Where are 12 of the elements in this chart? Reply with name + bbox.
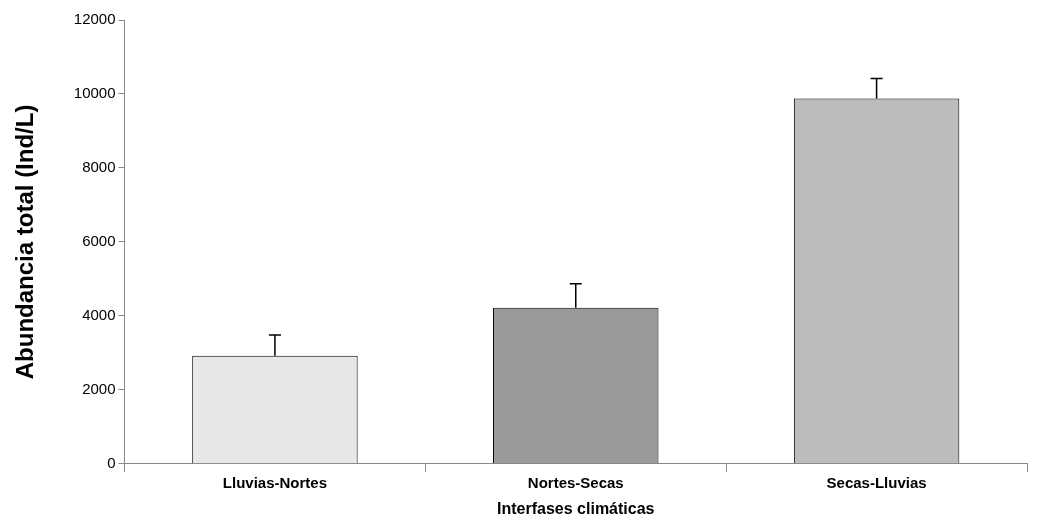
x-axis-title: Interfases climáticas [497, 499, 655, 517]
y-axis-title: Abundancia total (Ind/L) [11, 104, 39, 380]
y-tick-label: 12000 [73, 10, 116, 28]
y-tick-label: 2000 [82, 379, 116, 397]
y-tick-label: 10000 [73, 84, 116, 102]
y-tick-label: 4000 [82, 306, 116, 324]
y-tick-label: 6000 [82, 232, 116, 250]
y-tick-label: 0 [107, 453, 116, 471]
x-tick-label: Nortes-Secas [527, 473, 624, 491]
y-tick-label: 8000 [82, 158, 116, 176]
x-tick-label: Secas-Lluvias [826, 473, 927, 491]
x-tick-label: Lluvias-Nortes [222, 473, 328, 491]
